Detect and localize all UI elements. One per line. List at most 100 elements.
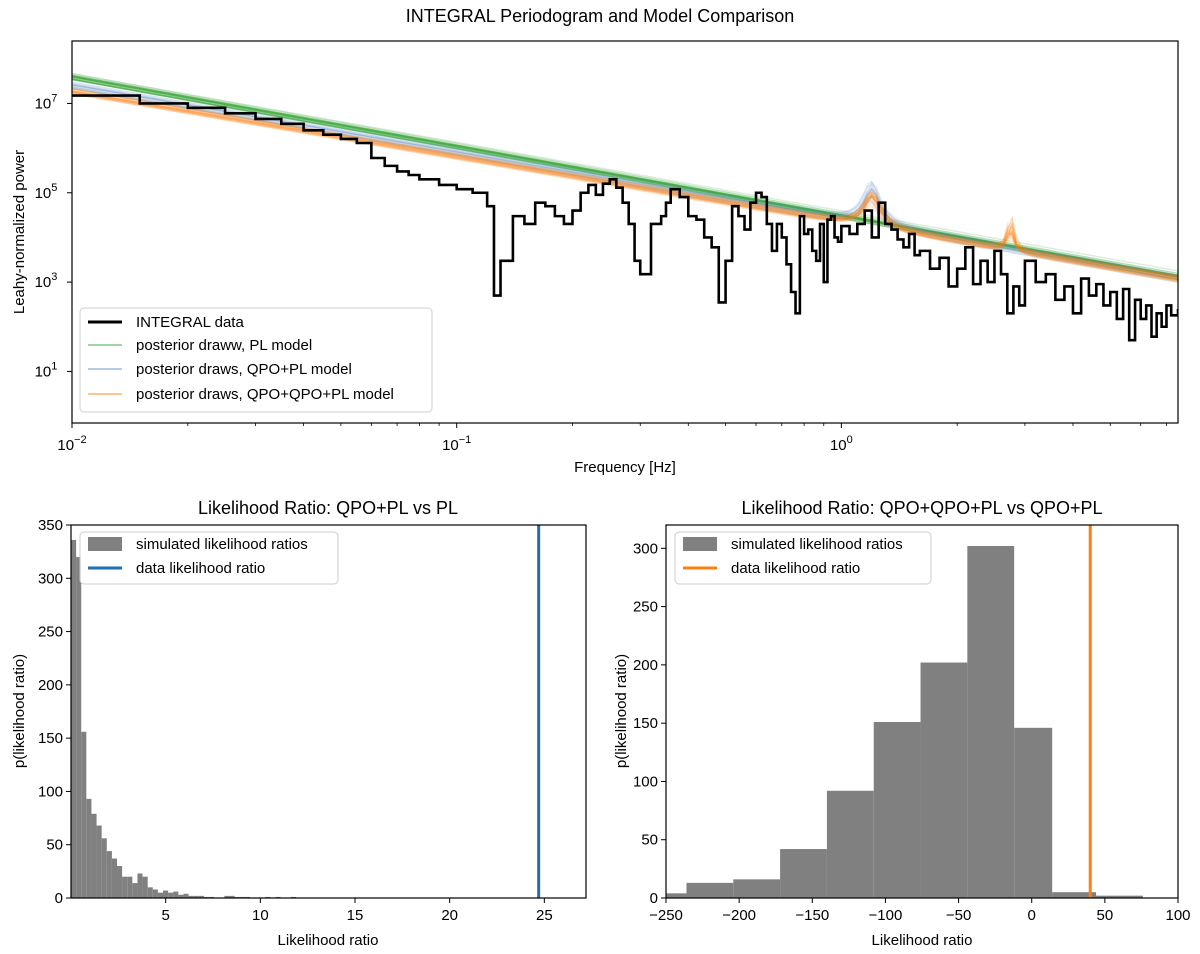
model-draw-qpo2-model (72, 93, 1178, 281)
hist-bar (91, 813, 97, 898)
model-draw-pl-model (72, 78, 1178, 277)
model-draw-qpo2-model (72, 88, 1178, 279)
periodogram-panel: 10−2 10−1 100 101 103 105 107 Frequency [Hz] L… (11, 40, 1179, 476)
hist-bar (178, 894, 184, 898)
y-tick-label: 150 (633, 715, 658, 732)
x-tick-label: 15 (347, 907, 364, 924)
hist-bar (198, 895, 204, 898)
y-tick-label: 107 (35, 92, 58, 112)
model-draw-qpo2-model (72, 92, 1178, 282)
x-tick-label: 10−2 (57, 434, 86, 454)
model-draw-pl-model (72, 75, 1178, 276)
y-tick-label: 50 (46, 837, 63, 854)
right-axes-frame (665, 524, 1179, 899)
left-hist-ylabel: p(likelihood ratio) (11, 654, 28, 768)
y-tick-label: 50 (641, 832, 658, 849)
y-tick-label: 0 (55, 890, 63, 907)
left-legend-swatch-hist (88, 537, 122, 551)
model-draw-qpo2-model (72, 93, 1178, 284)
legend-label-data: INTEGRAL data (136, 314, 244, 331)
model-draw-qpo2-model (72, 90, 1178, 281)
right-hist-xlabel: Likelihood ratio (872, 932, 973, 949)
likelihood-ratio-right-panel: Likelihood Ratio: QPO+QPO+PL vs QPO+PL −… (613, 498, 1191, 949)
model-draw-pl-model (72, 76, 1178, 278)
y-tick-label: 350 (38, 517, 63, 534)
model-draw-qpo-model (72, 87, 1178, 282)
hist-bar (86, 798, 92, 898)
x-tick-label: 25 (536, 907, 553, 924)
periodogram-ylabel: Leahy-normalized power (11, 150, 28, 314)
model-draw-pl-model (72, 76, 1178, 277)
hist-bar (1096, 895, 1143, 898)
hist-bar (96, 825, 102, 898)
x-tick-label: −50 (946, 907, 971, 924)
model-draw-pl-model (72, 74, 1178, 276)
legend-label-pl-model: posterior draww, PL model (136, 337, 312, 354)
model-draw-qpo2-model (72, 93, 1178, 283)
model-draw-pl-model (72, 75, 1178, 277)
left-legend-label-hist: simulated likelihood ratios (136, 536, 308, 553)
model-draw-pl-model (72, 76, 1178, 278)
left-hist-title: Likelihood Ratio: QPO+PL vs PL (198, 498, 458, 518)
x-tick-label: 5 (161, 907, 169, 924)
hist-bar (188, 895, 194, 898)
y-tick-label: 300 (633, 540, 658, 557)
model-draw-qpo2-model (72, 91, 1178, 282)
hist-bar (666, 893, 687, 898)
model-draw-pl-model (72, 72, 1178, 275)
hist-bar (122, 876, 128, 898)
model-draw-pl-model (72, 77, 1178, 277)
right-legend-label-vline: data likelihood ratio (731, 560, 860, 577)
model-draw-qpo2-model (72, 88, 1178, 277)
y-tick-label: 0 (650, 890, 658, 907)
model-draw-qpo2-model (72, 89, 1178, 278)
hist-bar (193, 895, 199, 898)
hist-bar (163, 890, 169, 898)
hist-bar (81, 731, 87, 898)
hist-bar (152, 889, 158, 898)
y-tick-label: 250 (38, 624, 63, 641)
model-draw-qpo2-model (72, 90, 1178, 278)
y-tick-label: 200 (633, 657, 658, 674)
model-draw-qpo2-model (72, 90, 1178, 278)
y-tick-label: 100 (38, 783, 63, 800)
right-legend-swatch-hist (683, 537, 717, 551)
x-tick-label: 20 (441, 907, 458, 924)
y-tick-label: 100 (633, 773, 658, 790)
right-legend-box (674, 531, 932, 585)
x-tick-label: −150 (795, 907, 829, 924)
y-tick-label: 200 (38, 677, 63, 694)
model-draw-qpo2-model (72, 91, 1178, 281)
right-legend-label-hist: simulated likelihood ratios (731, 536, 903, 553)
model-draw-pl-model (72, 74, 1178, 277)
model-draw-qpo2-model (72, 91, 1178, 281)
hist-bar (229, 895, 235, 898)
model-draw-pl-model (72, 75, 1178, 278)
hist-bar (733, 879, 781, 898)
hist-bar (142, 876, 148, 898)
hist-bar (106, 851, 112, 898)
model-draw-qpo2-model (72, 89, 1178, 278)
right-hist-ylabel: p(likelihood ratio) (613, 654, 630, 768)
model-draw-qpo2-model (72, 92, 1178, 281)
model-draw-pl-model (72, 76, 1178, 278)
hist-bar (137, 873, 143, 898)
model-draw-qpo2-model (72, 91, 1178, 279)
model-draw-qpo-model (72, 87, 1178, 282)
y-tick-label: 105 (35, 182, 58, 202)
model-draw-pl-model (72, 76, 1178, 277)
hist-bar (920, 662, 968, 898)
hist-bar (127, 876, 133, 898)
legend-box (79, 307, 433, 413)
y-tick-label: 101 (35, 360, 58, 380)
model-draw-pl-model (72, 75, 1178, 276)
hist-bar (173, 891, 179, 898)
model-draw-qpo2-model (72, 91, 1178, 279)
hist-bar (101, 838, 107, 898)
periodogram-data-line (72, 94, 1178, 342)
y-tick-label: 150 (38, 730, 63, 747)
x-tick-label: 0 (1028, 907, 1036, 924)
y-tick-label: 250 (633, 599, 658, 616)
